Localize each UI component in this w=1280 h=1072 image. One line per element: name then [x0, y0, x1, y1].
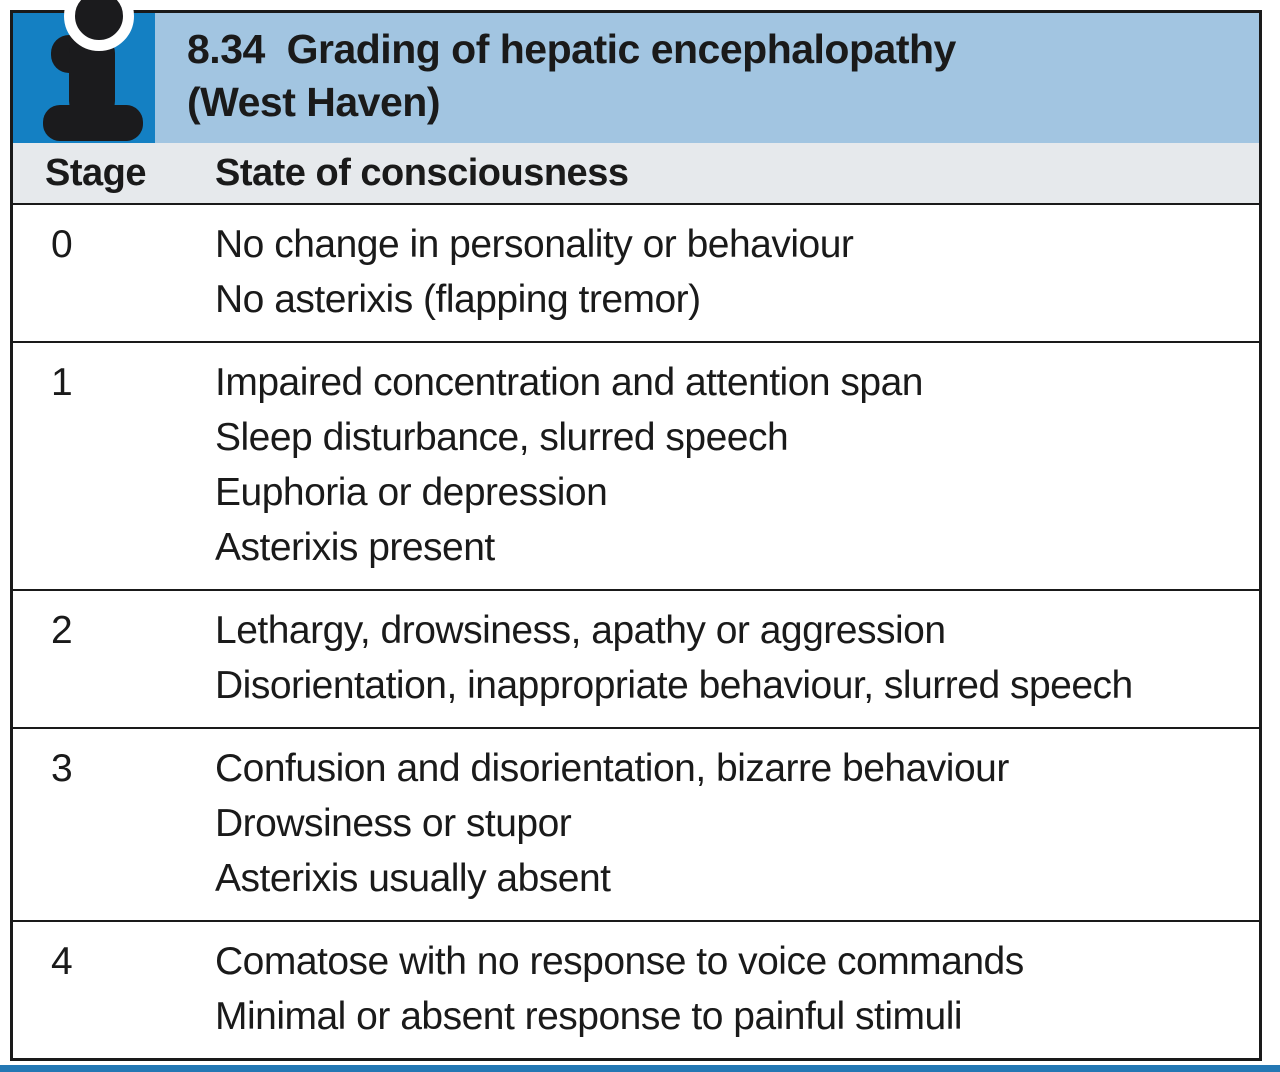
- state-line: No asterixis (flapping tremor): [215, 278, 701, 321]
- state-cell: Impaired concentration and attention spa…: [215, 355, 1259, 575]
- stage-cell: 3: [51, 747, 73, 790]
- table-title-text: Grading of hepatic encephalopathy: [286, 26, 957, 72]
- table-subtitle: (West Haven): [187, 79, 440, 125]
- info-table: 8.34 Grading of hepatic encephalopathy (…: [10, 0, 1262, 1061]
- table-row: 0 No change in personality or behaviour N…: [13, 203, 1259, 341]
- state-cell: Lethargy, drowsiness, apathy or aggressi…: [215, 603, 1259, 713]
- state-line: Asterixis present: [215, 526, 495, 569]
- state-line: Confusion and disorientation, bizarre be…: [215, 747, 1009, 790]
- table-title-line1: 8.34 Grading of hepatic encephalopathy: [187, 23, 1243, 76]
- table-number: 8.34: [187, 26, 265, 72]
- column-header-row: Stage State of consciousness: [13, 143, 1259, 203]
- table-body: 0 No change in personality or behaviour N…: [13, 203, 1259, 1058]
- title-band: 8.34 Grading of hepatic encephalopathy (…: [13, 0, 1259, 143]
- table-row: 2 Lethargy, drowsiness, apathy or aggres…: [13, 589, 1259, 727]
- state-line: Drowsiness or stupor: [215, 802, 572, 845]
- stage-cell: 1: [51, 361, 73, 404]
- stage-cell: 2: [51, 609, 73, 652]
- state-line: Comatose with no response to voice comma…: [215, 940, 1024, 983]
- state-cell: No change in personality or behaviour No …: [215, 217, 1259, 327]
- state-cell: Comatose with no response to voice comma…: [215, 934, 1259, 1044]
- stage-cell: 4: [51, 940, 73, 983]
- state-line: No change in personality or behaviour: [215, 223, 854, 266]
- info-icon-stem: [43, 35, 143, 141]
- page-bottom-rule: [0, 1065, 1280, 1072]
- state-line: Lethargy, drowsiness, apathy or aggressi…: [215, 609, 946, 652]
- state-line: Euphoria or depression: [215, 471, 608, 514]
- table-row: 1 Impaired concentration and attention s…: [13, 341, 1259, 589]
- state-line: Disorientation, inappropriate behaviour,…: [215, 664, 1133, 707]
- info-icon-dot: [64, 0, 134, 51]
- info-icon: [13, 0, 155, 143]
- state-line: Minimal or absent response to painful st…: [215, 995, 963, 1038]
- table-row: 4 Comatose with no response to voice com…: [13, 920, 1259, 1058]
- table-title: 8.34 Grading of hepatic encephalopathy (…: [155, 13, 1259, 143]
- state-line: Impaired concentration and attention spa…: [215, 361, 924, 404]
- column-header-state: State of consciousness: [215, 151, 629, 194]
- state-line: Sleep disturbance, slurred speech: [215, 416, 789, 459]
- state-cell: Confusion and disorientation, bizarre be…: [215, 741, 1259, 906]
- state-line: Asterixis usually absent: [215, 857, 611, 900]
- stage-cell: 0: [51, 223, 73, 266]
- table-row: 3 Confusion and disorientation, bizarre …: [13, 727, 1259, 920]
- column-header-stage: Stage: [45, 151, 146, 194]
